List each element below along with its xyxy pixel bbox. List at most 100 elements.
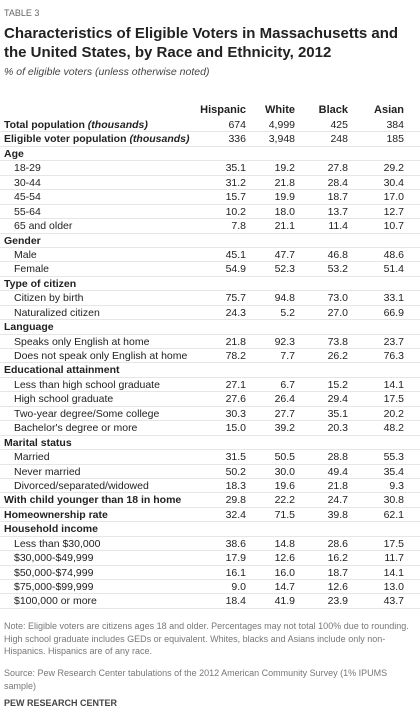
row-label: Citizen by birth (14, 291, 83, 305)
row-label: $50,000-$74,999 (14, 566, 93, 580)
cell-value: 12.7 (383, 205, 404, 218)
cell-value: 7.8 (231, 220, 246, 233)
table-row: Female 54.9 52.3 53.2 51.4 (0, 262, 420, 277)
table-row: Less than high school graduate 27.1 6.7 15.… (0, 378, 420, 393)
cell-value: 18.0 (274, 205, 295, 218)
cell-value: 27.6 (225, 393, 246, 406)
cell-value: 39.2 (274, 422, 295, 435)
cell-value: 23.7 (383, 335, 404, 348)
table-row: Homeownership rate 32.4 71.5 39.8 62.1 (0, 508, 420, 523)
row-label: Total population (thousands) (4, 118, 148, 132)
cell-value: 10.7 (383, 220, 404, 233)
cell-value: 26.4 (274, 393, 295, 406)
cell-value: 384 (386, 119, 404, 131)
cell-value: 5.2 (280, 306, 295, 319)
cell-value: 43.7 (383, 595, 404, 608)
cell-value: 7.7 (280, 350, 295, 362)
cell-value: 52.3 (274, 263, 295, 276)
cell-value: 16.1 (225, 566, 246, 579)
cell-value: 31.5 (225, 451, 246, 464)
cell-value: 45.1 (225, 248, 246, 261)
section-heading: Type of citizen (4, 277, 77, 290)
row-label-text: Total population (4, 119, 85, 131)
cell-value: 21.1 (274, 220, 295, 233)
cell-value: 24.7 (327, 494, 348, 507)
table-row: $30,000-$49,999 17.9 12.6 16.2 11.7 (0, 551, 420, 566)
cell-value: 3,948 (268, 133, 295, 146)
table-row: Speaks only English at home 21.8 92.3 73.8 2… (0, 335, 420, 349)
table-row: Male 45.1 47.7 46.8 48.6 (0, 248, 420, 263)
cell-value: 10.2 (225, 205, 246, 218)
column-header: Black (318, 104, 348, 116)
cell-value: 12.6 (327, 581, 348, 593)
cell-value: 248 (330, 133, 348, 146)
cell-value: 29.4 (327, 393, 348, 406)
row-label-text: Female (14, 263, 50, 276)
row-label: Does not speak only English at home (14, 349, 187, 363)
section-row: Educational attainment (0, 363, 420, 378)
note: Note: Eligible voters are citizens ages … (4, 621, 409, 656)
row-label-text: 18-29 (14, 162, 41, 175)
cell-value: 48.2 (383, 422, 404, 435)
table-row: Bachelor's degree or more 15.0 39.2 20.3 48.… (0, 421, 420, 436)
column-header: Hispanic (200, 104, 246, 116)
cell-value: 21.8 (327, 479, 348, 492)
cell-value: 21.8 (225, 335, 246, 348)
cell-value: 19.2 (274, 162, 295, 175)
cell-value: 18.4 (225, 595, 246, 608)
column-header: White (265, 104, 295, 116)
section-row: Language (0, 320, 420, 335)
cell-value: 20.3 (327, 422, 348, 435)
table-label: TABLE 3 (4, 8, 40, 18)
cell-value: 22.2 (274, 494, 295, 507)
row-label-text: Homeownership rate (4, 508, 108, 521)
cell-value: 14.7 (274, 581, 295, 593)
cell-value: 39.8 (327, 508, 348, 521)
row-label-text: 65 and older (14, 220, 73, 233)
table-row: Citizen by birth 75.7 94.8 73.0 33.1 (0, 291, 420, 306)
cell-value: 30.8 (383, 494, 404, 507)
cell-value: 35.4 (383, 465, 404, 478)
row-label: Homeownership rate (4, 508, 108, 522)
cell-value: 12.6 (274, 552, 295, 565)
cell-value: 50.5 (274, 451, 295, 464)
row-label: 45-54 (14, 190, 41, 204)
subtitle: % of eligible voters (unless otherwise n… (4, 66, 210, 78)
cell-value: 14.1 (383, 566, 404, 579)
section-heading: Marital status (4, 436, 72, 449)
row-label-text: Naturalized citizen (14, 306, 100, 319)
cell-value: 674 (228, 119, 246, 131)
section-row: Type of citizen (0, 277, 420, 292)
row-label: 18-29 (14, 161, 41, 175)
row-label-text: $75,000-$99,999 (14, 581, 94, 593)
cell-value: 11.7 (384, 552, 404, 565)
cell-value: 17.9 (225, 552, 246, 565)
cell-value: 27.8 (327, 162, 348, 175)
cell-value: 16.0 (274, 566, 295, 579)
cell-value: 185 (386, 133, 404, 146)
section-row: Marital status (0, 436, 420, 451)
row-label: Bachelor's degree or more (14, 421, 137, 435)
cell-value: 24.3 (225, 306, 246, 319)
row-label: Divorced/separated/widowed (14, 479, 149, 493)
cell-value: 46.8 (327, 248, 348, 261)
row-label-text: Male (14, 248, 37, 261)
cell-value: 28.8 (327, 451, 348, 464)
table-row: 18-29 35.1 19.2 27.8 29.2 (0, 161, 420, 176)
row-label-text: 55-64 (14, 205, 41, 218)
cell-value: 48.6 (383, 248, 404, 261)
table-row: 55-64 10.2 18.0 13.7 12.7 (0, 205, 420, 220)
cell-value: 38.6 (225, 537, 246, 550)
cell-value: 15.7 (225, 191, 246, 204)
row-label-text: 30-44 (14, 176, 41, 189)
cell-value: 55.3 (383, 451, 404, 464)
cell-value: 27.0 (327, 306, 348, 319)
table-row: $75,000-$99,999 9.0 14.7 12.6 13.0 (0, 580, 420, 595)
cell-value: 75.7 (225, 292, 246, 305)
row-label-text: With child younger than 18 in home (4, 494, 182, 507)
table-row: Never married 50.2 30.0 49.4 35.4 (0, 465, 420, 479)
cell-value: 4,999 (268, 119, 295, 131)
table-row: $50,000-$74,999 16.1 16.0 18.7 14.1 (0, 566, 420, 580)
cell-value: 425 (330, 119, 348, 131)
cell-value: 27.1 (225, 378, 246, 391)
